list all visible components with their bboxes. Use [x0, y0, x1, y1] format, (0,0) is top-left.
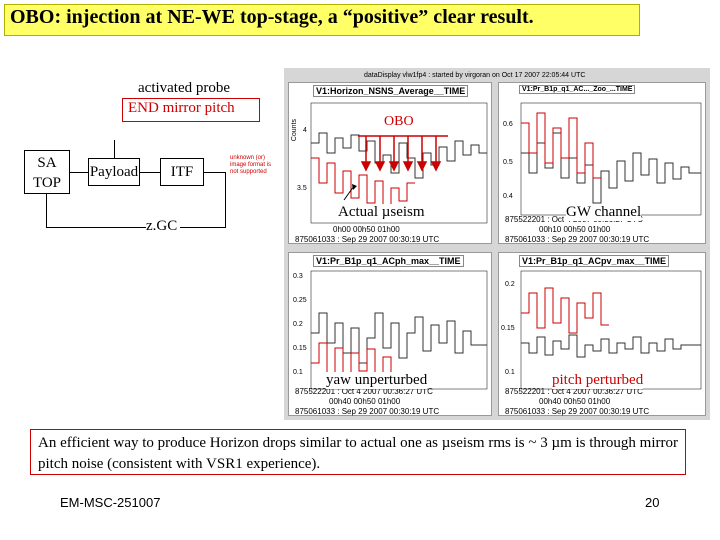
plot-gw-ytick-1: 0.6: [503, 121, 513, 128]
probe-arrow-line: [114, 140, 115, 158]
plot-yaw-title: V1:Pr_B1p_q1_ACph_max__TIME: [313, 255, 464, 267]
plot-gw-title: V1:Pr_B1p_q1_AC..._Zoo_...TIME: [519, 85, 636, 94]
itf-block: ITF: [160, 158, 204, 186]
gw-red-trace: [521, 112, 601, 179]
plot-yaw-svg: [310, 270, 488, 390]
plot-yaw-footer-1: 00h40 00h50 01h00: [329, 397, 401, 406]
title-banner: [4, 4, 640, 36]
zgc-label: z.GC: [146, 218, 178, 234]
payload-block: Payload: [88, 158, 140, 186]
feedback-bottom-right: [180, 227, 226, 228]
actual-useism-label: Actual µseism: [338, 204, 425, 221]
connector-payload-itf: [140, 172, 160, 173]
plot-gw-ytick-3: 0.4: [503, 193, 513, 200]
plot-pitch-ytick-3: 0.1: [505, 369, 515, 376]
pitch-red-trace: [521, 287, 609, 334]
probe-label-line1: activated probe: [138, 80, 231, 96]
connector-itf-out: [204, 172, 226, 173]
plot-pitch-footer-2: 875061033 : Sep 29 2007 00:30:19 UTC: [505, 407, 650, 416]
horizon-red-trace: [311, 157, 415, 209]
pitch-black-trace: [521, 334, 701, 358]
useism-arrow: [343, 184, 357, 201]
plot-pitch-footer-1: 00h40 00h50 01h00: [539, 397, 611, 406]
plot-yaw-footer-0: 875522201 : Oct 4 2007 00:36:27 UTC: [295, 387, 433, 396]
sa-top-label-2: TOP: [32, 175, 62, 191]
plot-yaw: V1:Pr_B1p_q1_ACph_max__TIME 0.3 0.25 0.2…: [288, 252, 492, 416]
plot-horizon-footer-2: 875061033 : Sep 29 2007 00:30:19 UTC: [295, 235, 440, 244]
itf-label: ITF: [170, 164, 194, 180]
plot-yaw-ytick-4: 0.15: [293, 345, 307, 352]
plot-horizon-ylabel: Counts: [291, 119, 298, 142]
plot-yaw-ytick-3: 0.2: [293, 321, 303, 328]
summary-text: An efficient way to produce Horizon drop…: [38, 435, 678, 472]
plot-horizon-footer-1: 0h00 00h50 01h00: [333, 225, 400, 234]
unsupported-image-note: unknown (or) image format is not support…: [230, 155, 272, 175]
probe-label-box: [122, 98, 260, 122]
page-number: 20: [645, 495, 660, 510]
sa-top-block: SA TOP: [24, 150, 70, 194]
plot-yaw-ytick-5: 0.1: [293, 369, 303, 376]
footer-label: EM-MSC-251007: [60, 495, 161, 510]
window-title: dataDisplay vlw1fp4 : started by virgora…: [364, 72, 586, 79]
plot-horizon-title: V1:Horizon_NSNS_Average__TIME: [313, 85, 469, 97]
plot-gw-svg: [520, 102, 702, 216]
plot-gw-ytick-2: 0.5: [503, 159, 513, 166]
plot-yaw-ytick-2: 0.25: [293, 297, 307, 304]
pitch-perturbed-label: pitch perturbed: [552, 372, 644, 389]
plot-pitch-ytick-1: 0.2: [505, 281, 515, 288]
yaw-red-trace: [311, 342, 399, 382]
yaw-black-trace: [311, 312, 487, 364]
plot-pitch-svg: [520, 270, 702, 390]
slide-title: OBO: injection at NE-WE top-stage, a “po…: [10, 6, 534, 28]
plot-horizon-ytick-1: 4: [303, 127, 307, 134]
gw-channel-label: GW channel: [566, 204, 642, 221]
probe-label-line2: END mirror pitch: [128, 100, 235, 116]
plot-yaw-footer-2: 875061033 : Sep 29 2007 00:30:19 UTC: [295, 407, 440, 416]
plot-gw-footer-2: 875061033 : Sep 29 2007 00:30:19 UTC: [505, 235, 650, 244]
obo-label: OBO: [384, 114, 414, 130]
plot-horizon-ytick-2: 3.5: [297, 185, 307, 192]
yaw-unperturbed-label: yaw unperturbed: [326, 372, 428, 389]
feedback-right: [225, 172, 226, 228]
payload-label: Payload: [89, 164, 139, 180]
sa-top-label-1: SA: [37, 155, 57, 171]
connector-sa-payload: [70, 172, 88, 173]
plot-pitch-footer-0: 875522201 : Oct 4 2007 00:36:27 UTC: [505, 387, 643, 396]
plot-pitch-title: V1:Pr_B1p_q1_ACpv_max__TIME: [519, 255, 670, 267]
plot-gw-footer-1: 00h10 00h50 01h00: [539, 225, 611, 234]
plot-pitch: V1:Pr_B1p_q1_ACpv_max__TIME 0.2 0.15 0.1…: [498, 252, 706, 416]
plot-pitch-ytick-2: 0.15: [501, 325, 515, 332]
obo-arrows: [358, 135, 448, 172]
feedback-bottom-left: [46, 227, 146, 228]
plot-yaw-ytick-1: 0.3: [293, 273, 303, 280]
summary-box: [30, 429, 686, 475]
plot-panel: dataDisplay vlw1fp4 : started by virgora…: [284, 68, 710, 420]
horizon-black-trace: [311, 132, 487, 179]
feedback-left: [46, 194, 47, 228]
